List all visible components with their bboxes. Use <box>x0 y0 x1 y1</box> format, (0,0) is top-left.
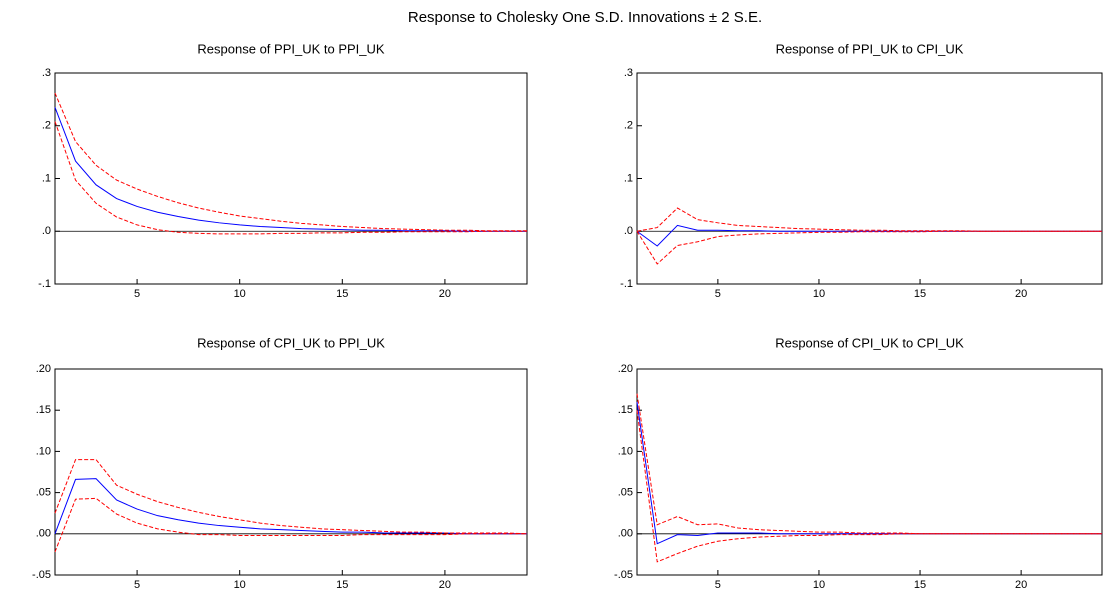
x-tick-label: 15 <box>914 579 926 591</box>
x-tick-label: 15 <box>914 288 926 300</box>
response-line <box>636 401 1102 545</box>
y-tick-label: .20 <box>36 363 51 375</box>
panel-title: Response of PPI_UK to CPI_UK <box>776 41 964 56</box>
band-line <box>54 121 527 235</box>
panel-title: Response of CPI_UK to CPI_UK <box>775 335 964 350</box>
y-tick-label: .0 <box>624 225 633 237</box>
x-tick-label: 10 <box>234 288 246 300</box>
x-tick-label: 5 <box>715 579 721 591</box>
response-line <box>54 107 527 232</box>
y-tick-label: .3 <box>624 67 633 79</box>
x-tick-label: 20 <box>439 579 451 591</box>
y-tick-label: .1 <box>624 172 633 184</box>
x-tick-label: 20 <box>1015 579 1027 591</box>
x-tick-label: 10 <box>813 579 825 591</box>
response-line <box>636 224 1102 247</box>
plot-frame <box>636 368 1103 576</box>
y-tick-label: .15 <box>618 404 633 416</box>
x-tick-label: 10 <box>813 288 825 300</box>
y-tick-label: .1 <box>42 172 51 184</box>
y-tick-label: .2 <box>624 120 633 132</box>
x-tick-label: 20 <box>439 288 451 300</box>
y-tick-label: -.1 <box>38 278 51 290</box>
y-tick-label: .3 <box>42 67 51 79</box>
panel-title: Response of CPI_UK to PPI_UK <box>197 335 385 350</box>
response-line <box>54 478 527 535</box>
x-tick-label: 15 <box>336 288 348 300</box>
x-tick-label: 5 <box>134 579 140 591</box>
y-tick-label: .05 <box>618 487 633 499</box>
y-tick-label: .20 <box>618 363 633 375</box>
plot-frame <box>54 368 528 576</box>
band-line <box>636 207 1102 232</box>
panel-title: Response of PPI_UK to PPI_UK <box>197 41 384 56</box>
band-line <box>636 393 1102 535</box>
plot-frame <box>54 72 528 285</box>
x-tick-label: 5 <box>715 288 721 300</box>
band-line <box>54 92 527 232</box>
band-line <box>54 459 528 535</box>
plot-frame <box>636 72 1103 285</box>
y-tick-label: .05 <box>36 487 51 499</box>
band-line <box>636 230 1102 265</box>
x-tick-label: 20 <box>1015 288 1027 300</box>
band-line <box>636 410 1102 563</box>
y-tick-label: -.05 <box>32 569 51 581</box>
y-tick-label: .10 <box>618 445 633 457</box>
y-tick-label: -.05 <box>614 569 633 581</box>
x-tick-label: 15 <box>336 579 348 591</box>
y-tick-label: .10 <box>36 445 51 457</box>
x-tick-label: 10 <box>234 579 246 591</box>
y-tick-label: .2 <box>42 120 51 132</box>
y-tick-label: -.1 <box>620 278 633 290</box>
y-tick-label: .0 <box>42 225 51 237</box>
y-tick-label: .00 <box>36 528 51 540</box>
y-tick-label: .15 <box>36 404 51 416</box>
y-tick-label: .00 <box>618 528 633 540</box>
chart-title: Response to Cholesky One S.D. Innovation… <box>408 9 762 26</box>
band-line <box>54 497 527 553</box>
x-tick-label: 5 <box>134 288 140 300</box>
